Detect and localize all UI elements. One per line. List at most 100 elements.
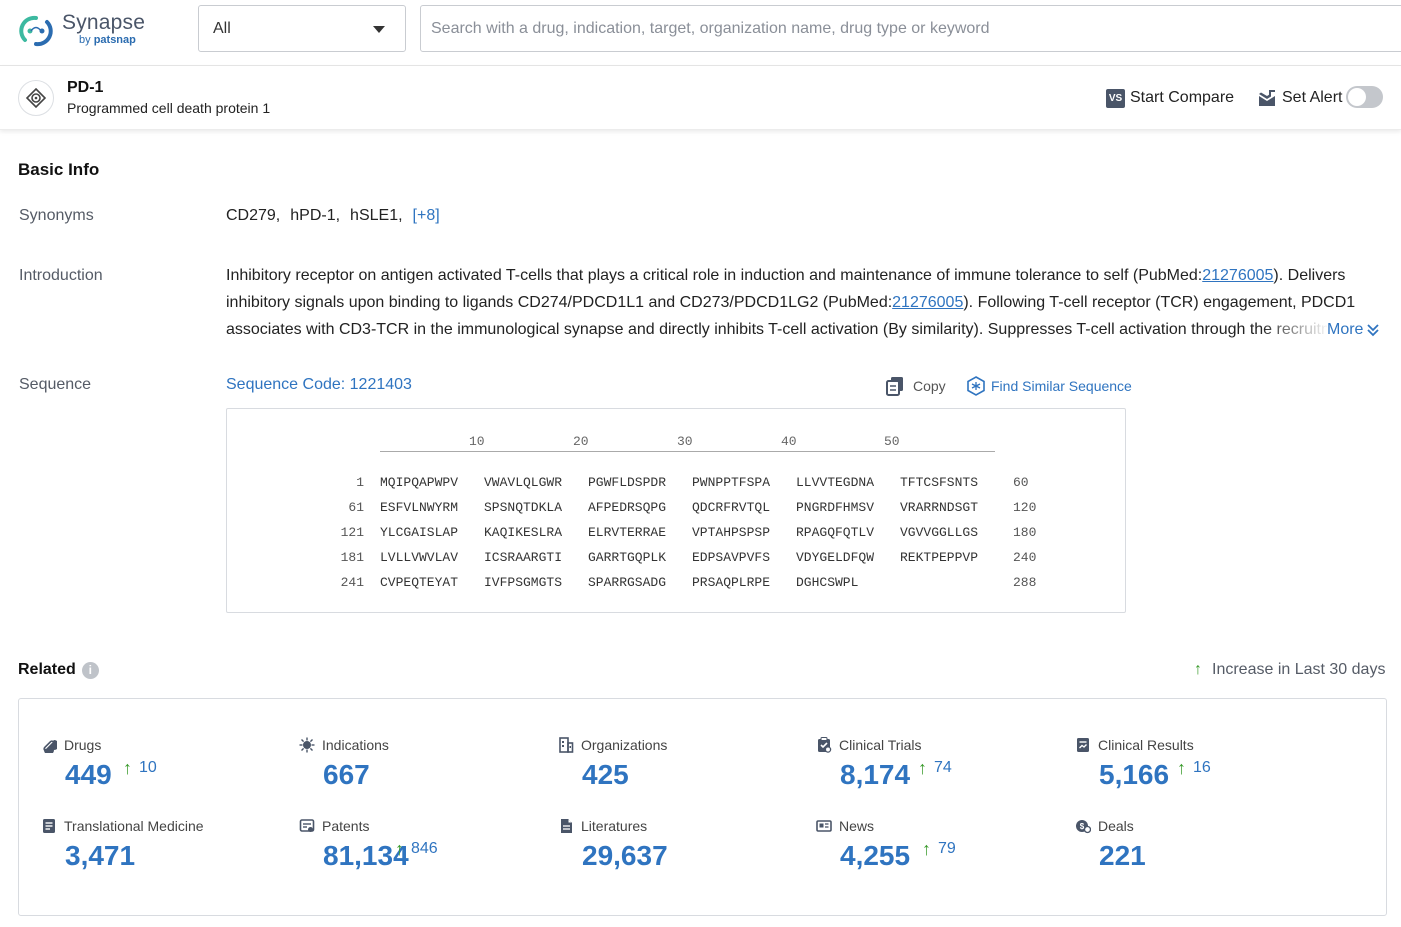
report-icon [1075, 737, 1091, 753]
molecule-search-icon [966, 376, 986, 396]
up-arrow-icon: ↑ [922, 840, 931, 858]
stat-label: Deals [1098, 818, 1134, 834]
synonyms-label: Synonyms [19, 207, 94, 225]
alert-toggle[interactable] [1346, 86, 1383, 108]
sequence-row-end: 60 [1013, 475, 1029, 490]
stat-patents[interactable]: Patents81,134↑846 [299, 818, 539, 888]
stat-header: $Deals [1075, 818, 1134, 834]
stat-increase: ↑16 [1177, 759, 1211, 777]
sequence-chunk: VWAVLQLGWR [484, 475, 562, 490]
stat-news[interactable]: News4,255↑79 [816, 818, 1056, 888]
stat-increase-value[interactable]: 10 [139, 759, 157, 777]
sequence-chunk: MQIPQAPWPV [380, 475, 458, 490]
patent-icon [299, 818, 315, 834]
sequence-chunk: PRSAQPLRPE [692, 575, 770, 590]
stat-label: Clinical Results [1098, 737, 1194, 753]
stat-value[interactable]: 5,166 [1099, 759, 1169, 791]
logo-byline: by patsnap [79, 34, 136, 46]
pill-icon [41, 737, 57, 753]
sequence-viewer: 10 20 30 40 50 1MQIPQAPWPVVWAVLQLGWRPGWF… [226, 408, 1126, 613]
sequence-row-end: 288 [1013, 575, 1036, 590]
stat-value[interactable]: 4,255 [840, 840, 910, 872]
intro-text-part: Inhibitory receptor on antigen activated… [226, 267, 1202, 284]
sequence-chunk: KAQIKESLRA [484, 525, 562, 540]
sequence-chunk: SPARRGSADG [588, 575, 666, 590]
stat-increase-value[interactable]: 16 [1193, 759, 1211, 777]
sequence-chunk: REKTPEPPVP [900, 550, 978, 565]
stat-value[interactable]: 3,471 [65, 840, 135, 872]
sequence-chunk: PNGRDFHMSV [796, 500, 874, 515]
stat-label: Indications [322, 737, 389, 753]
logo-name: Synapse [62, 11, 145, 35]
sequence-row: 241CVPEQTEYATIVFPSGMGTSSPARRGSADGPRSAQPL… [227, 575, 1127, 595]
stat-header: Drugs [41, 737, 101, 753]
stat-increase-value[interactable]: 79 [938, 840, 956, 858]
pubmed-link[interactable]: 21276005 [892, 294, 963, 311]
copy-button[interactable]: Copy [885, 376, 946, 396]
document-icon [41, 818, 57, 834]
logo-brand: patsnap [94, 34, 136, 46]
sequence-chunk: VRARRNDSGT [900, 500, 978, 515]
stat-deals[interactable]: $Deals 221 [1075, 818, 1315, 888]
virus-icon [299, 737, 315, 753]
sequence-code-link[interactable]: Sequence Code: 1221403 [226, 376, 412, 394]
search-input[interactable] [421, 6, 1401, 51]
stat-clinical-results[interactable]: Clinical Results 5,166 ↑16 [1075, 737, 1315, 807]
ruler-tick: 50 [884, 434, 900, 449]
stat-value[interactable]: 667 [323, 759, 370, 791]
stat-header: Organizations [558, 737, 667, 753]
sequence-chunk: IVFPSGMGTS [484, 575, 562, 590]
sequence-chunk: QDCRFRVTQL [692, 500, 770, 515]
stat-header: Indications [299, 737, 389, 753]
sequence-row-start: 1 [356, 475, 364, 490]
sequence-chunk: AFPEDRSQPG [588, 500, 666, 515]
stat-indications[interactable]: Indications 667 [299, 737, 539, 807]
search-box[interactable] [420, 5, 1401, 52]
stat-literatures[interactable]: Literatures 29,637 [558, 818, 798, 888]
stat-clinical-trials[interactable]: Clinical Trials8,174↑74 [816, 737, 1056, 807]
stat-translational-medicine[interactable]: Translational Medicine 3,471 [41, 818, 281, 888]
basic-info-title: Basic Info [18, 160, 99, 180]
stat-increase-value[interactable]: 74 [934, 759, 952, 777]
stat-organizations[interactable]: Organizations 425 [558, 737, 798, 807]
up-arrow-icon: ↑ [918, 759, 927, 777]
find-similar-sequence-button[interactable]: Find Similar Sequence [966, 376, 1132, 396]
up-arrow-icon: ↑ [1194, 661, 1202, 679]
info-icon[interactable]: i [82, 662, 99, 679]
sequence-chunk: ESFVLNWYRM [380, 500, 458, 515]
stat-header: Translational Medicine [41, 818, 204, 834]
sequence-chunk: EDPSAVPVFS [692, 550, 770, 565]
stat-value[interactable]: 425 [582, 759, 629, 791]
stat-value[interactable]: 449 [65, 759, 112, 791]
stat-label: Literatures [581, 818, 647, 834]
pubmed-link[interactable]: 21276005 [1202, 267, 1273, 284]
sequence-row: 61ESFVLNWYRMSPSNQTDKLAAFPEDRSQPGQDCRFRVT… [227, 500, 1127, 520]
stat-value[interactable]: 221 [1099, 840, 1146, 872]
copy-icon [885, 376, 905, 396]
related-stats-panel: Drugs 449 ↑ 10 Indications 667 Organizations 42… [18, 698, 1387, 916]
up-arrow-icon: ↑ [123, 759, 132, 777]
sequence-chunk: YLCGAISLAP [380, 525, 458, 540]
stat-label: Translational Medicine [64, 818, 204, 834]
start-compare-button[interactable]: VS Start Compare [1106, 87, 1234, 109]
stat-value[interactable]: 29,637 [582, 840, 668, 872]
target-icon [18, 80, 54, 116]
sequence-chunk: LVLLVWVLAV [380, 550, 458, 565]
increase-legend-label: Increase in Last 30 days [1212, 661, 1385, 679]
sequence-chunk: SPSNQTDKLA [484, 500, 562, 515]
stat-increase: ↑846 [395, 840, 438, 858]
stat-value[interactable]: 8,174 [840, 759, 910, 791]
more-synonyms-link[interactable]: [+8] [413, 207, 440, 225]
search-scope-select[interactable]: All [198, 5, 406, 52]
sequence-chunk: GARRTGQPLK [588, 550, 666, 565]
literature-icon [558, 818, 574, 834]
synapse-logo[interactable]: Synapse by patsnap [17, 11, 177, 51]
stat-drugs[interactable]: Drugs 449 ↑ 10 [41, 737, 281, 807]
sequence-row-start: 181 [341, 550, 364, 565]
more-button[interactable]: More [1327, 321, 1380, 339]
set-alert-button[interactable]: Set Alert [1258, 87, 1342, 109]
sequence-chunk: VGVVGGLLGS [900, 525, 978, 540]
stat-increase-value[interactable]: 846 [411, 840, 438, 858]
start-compare-label: Start Compare [1130, 89, 1234, 107]
sequence-row-start: 121 [341, 525, 364, 540]
